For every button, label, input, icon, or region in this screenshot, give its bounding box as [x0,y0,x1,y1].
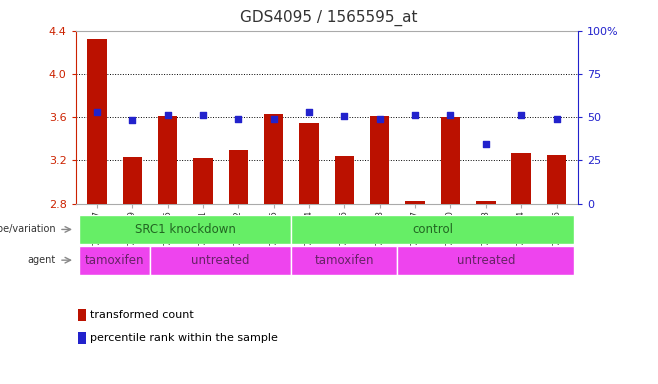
Point [233,116,243,122]
Text: untreated: untreated [457,254,515,266]
Bar [79,246,150,275]
Bar [476,201,495,204]
Bar [150,246,291,275]
Point [127,117,138,123]
Bar [397,246,574,275]
Text: untreated: untreated [191,254,250,266]
Point [268,116,279,122]
Text: transformed count: transformed count [89,310,193,320]
Bar [193,158,213,204]
Bar [79,215,291,244]
Bar [78,309,86,321]
Point [163,112,173,118]
Point [480,141,491,147]
Point [304,109,315,115]
Bar [299,122,318,204]
Bar [335,156,354,204]
Text: tamoxifen: tamoxifen [85,254,144,266]
Bar [228,149,248,204]
Bar [405,201,425,204]
Bar [264,114,284,204]
Text: control: control [413,223,453,236]
Text: genotype/variation: genotype/variation [0,224,56,235]
Bar [78,332,86,344]
Point [339,113,349,119]
Point [551,116,562,122]
Bar [370,116,390,204]
Bar [291,246,397,275]
Point [374,116,385,122]
Text: SRC1 knockdown: SRC1 knockdown [135,223,236,236]
Bar [87,40,107,204]
Point [445,112,456,118]
Bar [291,215,574,244]
Bar [441,117,460,204]
Text: agent: agent [28,255,56,265]
Point [91,109,102,115]
Text: GDS4095 / 1565595_at: GDS4095 / 1565595_at [240,10,418,26]
Text: tamoxifen: tamoxifen [315,254,374,266]
Bar [511,153,531,204]
Bar [122,157,142,204]
Point [410,112,420,118]
Bar [158,116,177,204]
Point [197,112,208,118]
Bar [547,155,567,204]
Text: percentile rank within the sample: percentile rank within the sample [89,333,278,343]
Point [516,112,526,118]
